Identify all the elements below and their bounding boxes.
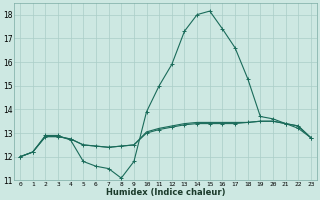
X-axis label: Humidex (Indice chaleur): Humidex (Indice chaleur): [106, 188, 225, 197]
